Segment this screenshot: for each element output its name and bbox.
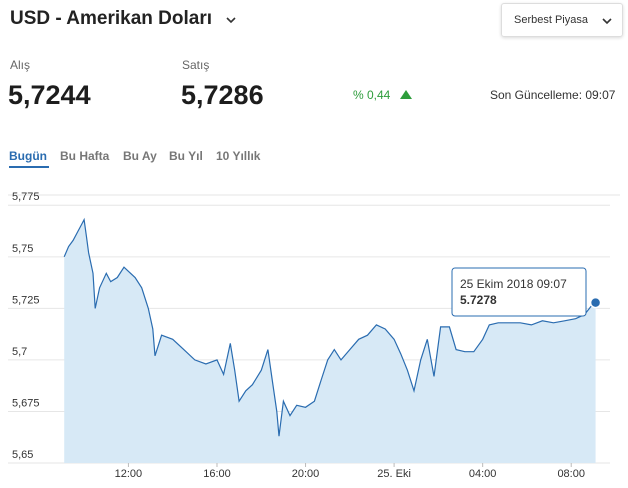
tab[interactable]: Bu Hafta [60,149,110,163]
buy-price: 5,7244 [8,80,91,110]
y-tick-label: 5,775 [12,191,40,203]
y-tick-label: 5,675 [12,397,40,409]
buy-label: Alış [10,58,31,72]
tooltip-box [451,267,587,317]
tooltip-date: 25 Ekim 2018 09:07 [460,277,567,291]
sell-price: 5,7286 [181,80,264,110]
tab[interactable]: 10 Yıllık [216,149,261,163]
y-tick-label: 5,725 [12,294,40,306]
tab[interactable]: Bugün [9,149,47,163]
title-chevron[interactable] [226,16,236,24]
sell-label: Satış [182,58,210,72]
x-tick-label: 08:00 [557,468,585,480]
x-tick-label: 20:00 [292,468,320,480]
x-tick-label: 04:00 [469,468,497,480]
market-label: Serbest Piyasa [514,14,588,26]
tab[interactable]: Bu Yıl [169,149,203,163]
market-dropdown[interactable]: Serbest Piyasa [501,3,623,37]
title: USD - Amerikan Doları [10,8,213,29]
line [63,217,596,437]
y-tick-label: 5,65 [12,449,33,461]
up-arrow [400,90,412,99]
x-tick-label: 16:00 [203,468,231,480]
last-point [589,296,602,309]
updated: Son Güncelleme: 09:07 [490,88,616,102]
tab[interactable]: Bu Ay [123,149,157,163]
tab-underline [9,166,49,168]
x-tick-label: 12:00 [115,468,143,480]
tooltip-value: 5.7278 [460,293,497,307]
y-tick-label: 5,75 [12,243,33,255]
y-tick-label: 5,7 [12,346,27,358]
chart: 5,65 5,675 5,7 5,725 5,75 5,775 12:00 16:00 20:0… [8,191,620,480]
x-tick-label: 25. Eki [377,468,411,480]
area [64,219,596,463]
dropdown-chevron [602,18,612,25]
change: % 0,44 [353,88,391,102]
tooltip: 25 Ekim 2018 09:07 5.7278 [451,267,587,317]
